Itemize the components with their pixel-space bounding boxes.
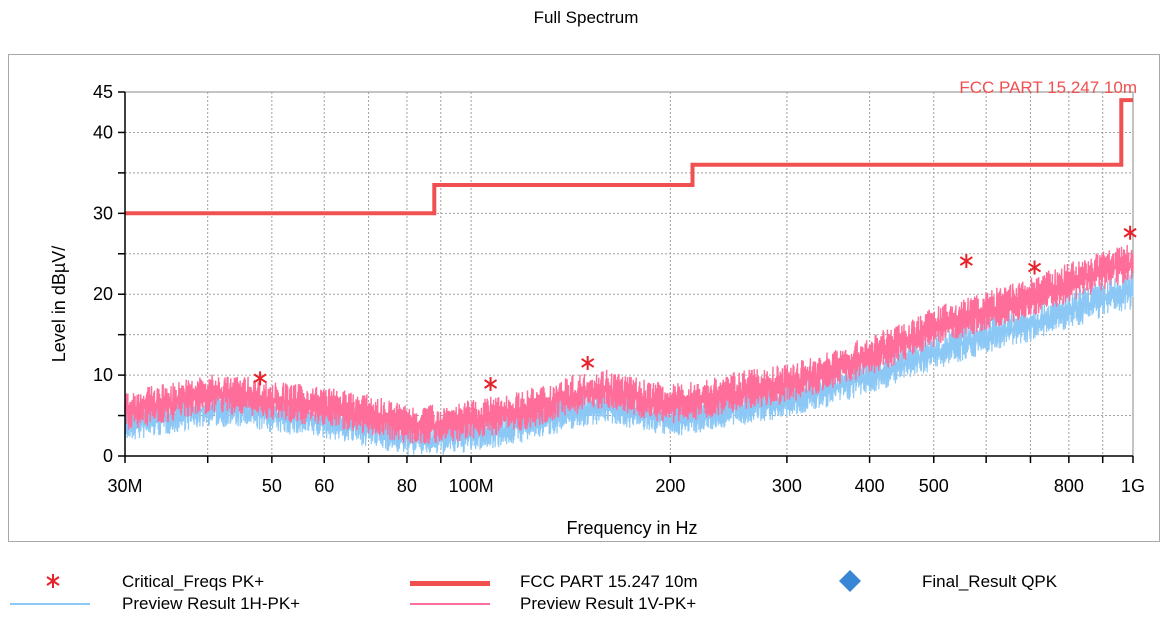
x-axis-label: Frequency in Hz — [566, 518, 697, 538]
y-tick-label: 45 — [93, 82, 113, 102]
x-tick-label: 200 — [655, 476, 685, 496]
limit-line — [125, 98, 1133, 216]
critical-freq-marker — [253, 371, 267, 386]
x-tick-label: 80 — [397, 476, 417, 496]
x-tick-label: 60 — [314, 476, 334, 496]
preview-h-swatch — [10, 603, 90, 605]
x-tick-label: 100M — [449, 476, 494, 496]
y-tick-label: 20 — [93, 284, 113, 304]
legend-label-preview-v: Preview Result 1V-PK+ — [520, 594, 697, 613]
diamond-marker-icon — [839, 570, 861, 592]
legend-label-final: Final_Result QPK — [922, 572, 1058, 591]
x-tick-label: 400 — [855, 476, 885, 496]
y-tick-label: 40 — [93, 122, 113, 142]
series-layer — [124, 98, 1137, 456]
legend-item-preview-v — [410, 603, 490, 605]
legend-item-preview-h — [10, 603, 90, 605]
limit-line-label: FCC PART 15.247 10m — [959, 78, 1137, 97]
asterisk-marker-icon — [46, 574, 60, 588]
legend-item-final — [838, 569, 862, 593]
axes: 0 10 20 30 40 45 30M 50 60 80 100M 200 300 400 500 800 1… — [93, 82, 1145, 496]
spectrum-chart: 0 10 20 30 40 45 30M 50 60 80 100M 200 300 400 500 800 1… — [49, 78, 1145, 538]
x-tick-label: 50 — [262, 476, 282, 496]
y-tick-label: 0 — [103, 446, 113, 466]
critical-freq-marker — [1123, 225, 1137, 240]
preview-1h-trace — [124, 272, 1134, 456]
preview-v-swatch — [410, 603, 490, 605]
x-tick-label: 30M — [107, 476, 142, 496]
y-axis-label: Level in dBµV/ — [49, 246, 69, 362]
preview-1v-trace — [124, 244, 1134, 444]
critical-freq-marker — [483, 377, 498, 392]
limit-line-swatch — [410, 581, 490, 586]
legend-label-preview-h: Preview Result 1H-PK+ — [122, 594, 301, 613]
legend-label-limit: FCC PART 15.247 10m — [520, 572, 698, 591]
x-tick-label: 300 — [772, 476, 802, 496]
x-tick-label: 500 — [919, 476, 949, 496]
critical-freq-marker — [959, 254, 973, 269]
legend-label-critical: Critical_Freqs PK+ — [122, 572, 265, 591]
legend-item-limit — [410, 581, 490, 586]
critical-freq-marker — [581, 355, 595, 370]
chart-frame: 0 10 20 30 40 45 30M 50 60 80 100M 200 300 400 500 800 1… — [8, 54, 1160, 542]
x-tick-label: 1G — [1121, 476, 1145, 496]
y-tick-label: 10 — [93, 365, 113, 385]
y-tick-label: 30 — [93, 203, 113, 223]
legend-item-critical — [38, 570, 68, 592]
chart-title: Full Spectrum — [533, 8, 639, 27]
critical-freq-marker — [1027, 260, 1042, 275]
x-tick-label: 800 — [1054, 476, 1084, 496]
